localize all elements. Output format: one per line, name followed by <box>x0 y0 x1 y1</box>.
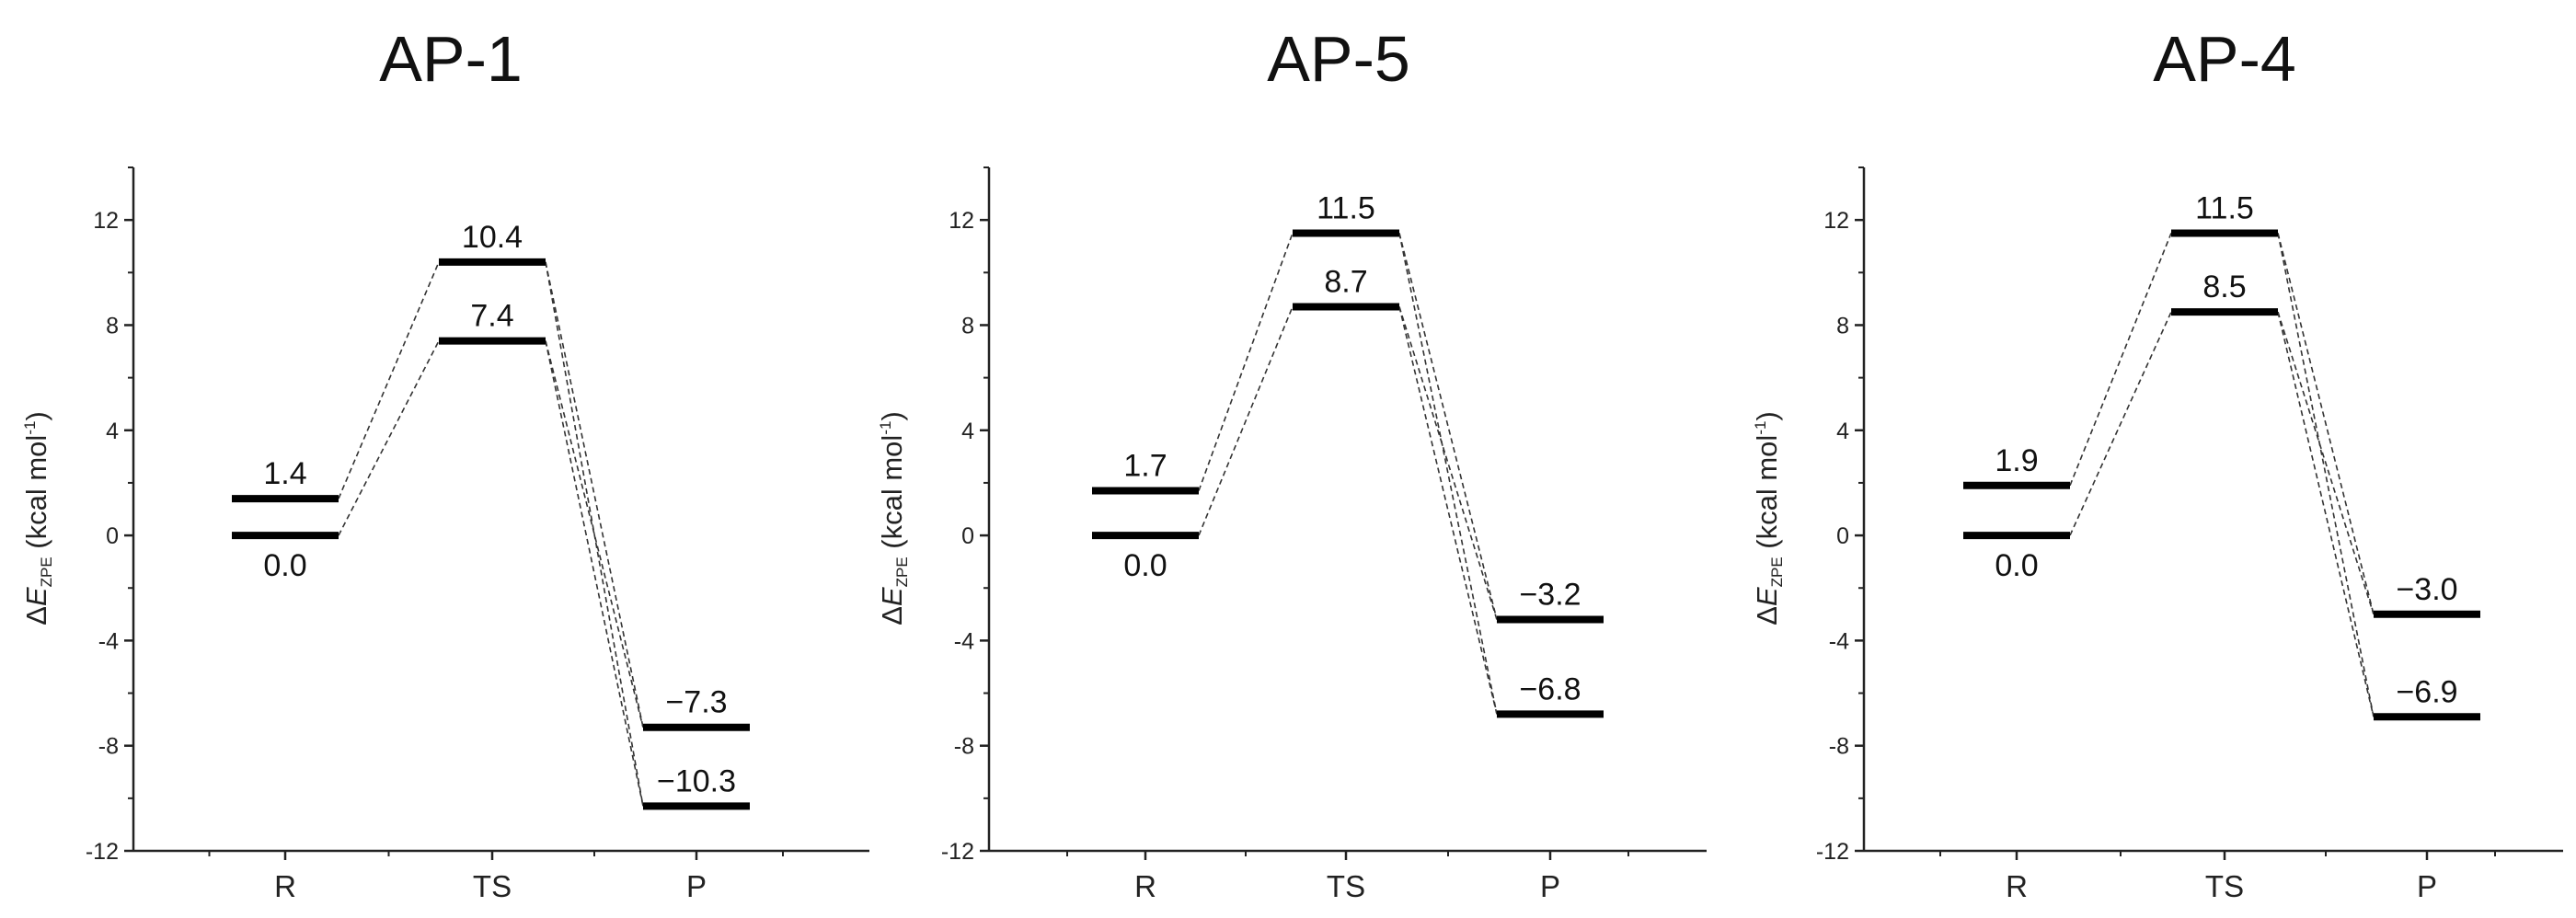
y-tick-label: 0 <box>961 523 974 549</box>
y-tick-label: 4 <box>961 419 974 444</box>
energy-value-label: −6.9 <box>2396 674 2457 709</box>
y-tick-label: -4 <box>954 628 974 654</box>
connector-line <box>2277 311 2375 615</box>
connector-line <box>1398 233 1498 715</box>
energy-value-label: −6.8 <box>1519 671 1581 706</box>
y-tick-label: 0 <box>106 523 119 549</box>
x-category-label: P <box>2417 869 2437 903</box>
y-tick-label: 12 <box>949 208 974 234</box>
y-tick-label: 4 <box>106 419 119 444</box>
y-tick-label: 8 <box>1836 313 1849 339</box>
x-category-label: TS <box>1327 869 1365 903</box>
energy-value-label: 1.4 <box>263 456 306 491</box>
energy-value-label: 11.5 <box>1317 190 1375 225</box>
energy-value-label: 10.4 <box>462 220 523 255</box>
x-category-label: TS <box>473 869 512 903</box>
energy-value-label: 1.7 <box>1123 448 1167 483</box>
x-category-label: TS <box>2205 869 2244 903</box>
y-axis-label: ΔEZPE (kcal mol-1) <box>876 411 911 625</box>
connector-line <box>2069 233 2172 487</box>
energy-value-label: 0.0 <box>263 548 306 583</box>
connector-line <box>2069 311 2172 536</box>
panel-title: AP-5 <box>1267 23 1410 95</box>
y-tick-label: 8 <box>106 313 119 339</box>
energy-value-label: 0.0 <box>1123 548 1167 583</box>
connector-line <box>1398 233 1498 620</box>
energy-value-label: −3.0 <box>2396 572 2457 607</box>
connector-line <box>1198 233 1294 491</box>
y-axis-label: ΔEZPE (kcal mol-1) <box>1751 411 1786 625</box>
y-tick-label: -12 <box>941 839 974 865</box>
energy-value-label: 11.5 <box>2195 190 2254 225</box>
chart-panel-ap-5: AP-5 -12 -8 -4 0 4 8 12 R TS P ΔEZPE (kcal mol-1) 1.… <box>876 23 1707 903</box>
panel-title: AP-4 <box>2153 23 2296 95</box>
energy-value-label: 0.0 <box>1995 548 2038 583</box>
energy-value-label: 7.4 <box>470 299 513 334</box>
energy-value-label: 8.7 <box>1324 264 1367 299</box>
panel-title: AP-1 <box>379 23 523 95</box>
connector-line <box>338 261 440 499</box>
y-tick-label: -12 <box>86 839 119 865</box>
y-tick-label: 12 <box>1823 208 1849 234</box>
energy-value-label: −10.3 <box>657 763 736 798</box>
y-tick-label: -4 <box>1829 628 1849 654</box>
connector-line <box>338 340 440 536</box>
connector-line <box>1198 306 1294 536</box>
energy-value-label: 1.9 <box>1995 443 2038 478</box>
y-tick-label: 8 <box>961 313 974 339</box>
y-tick-label: 0 <box>1836 523 1849 549</box>
connector-line <box>1398 306 1498 620</box>
y-tick-label: 12 <box>93 208 119 234</box>
chart-panel-ap-4: AP-4 -12 -8 -4 0 4 8 12 R TS P ΔEZPE (kcal mol-1) 1.… <box>1751 23 2563 903</box>
x-category-label: P <box>1540 869 1560 903</box>
y-tick-label: -12 <box>1816 839 1849 865</box>
connector-line <box>2277 233 2375 615</box>
x-category-label: R <box>1134 869 1156 903</box>
x-category-label: P <box>686 869 707 903</box>
connector-line <box>2277 311 2375 717</box>
connector-line <box>545 261 644 807</box>
x-category-label: R <box>2006 869 2028 903</box>
chart-panel-ap-1: AP-1 -12 -8 -4 0 4 8 12 R TS P ΔEZPE (kcal mol-1) 1.… <box>20 23 869 903</box>
y-tick-label: 4 <box>1836 419 1849 444</box>
y-tick-label: -4 <box>98 628 119 654</box>
y-tick-label: -8 <box>954 734 974 760</box>
connector-line <box>2277 233 2375 717</box>
x-category-label: R <box>274 869 296 903</box>
connector-line <box>545 340 644 728</box>
y-tick-label: -8 <box>1829 734 1849 760</box>
connector-line <box>1398 306 1498 715</box>
connector-line <box>545 261 644 728</box>
energy-value-label: −7.3 <box>665 685 727 720</box>
energy-value-label: 8.5 <box>2202 270 2246 304</box>
energy-value-label: −3.2 <box>1519 578 1581 613</box>
connector-line <box>545 340 644 807</box>
y-axis-label: ΔEZPE (kcal mol-1) <box>20 411 55 625</box>
y-tick-label: -8 <box>98 734 119 760</box>
